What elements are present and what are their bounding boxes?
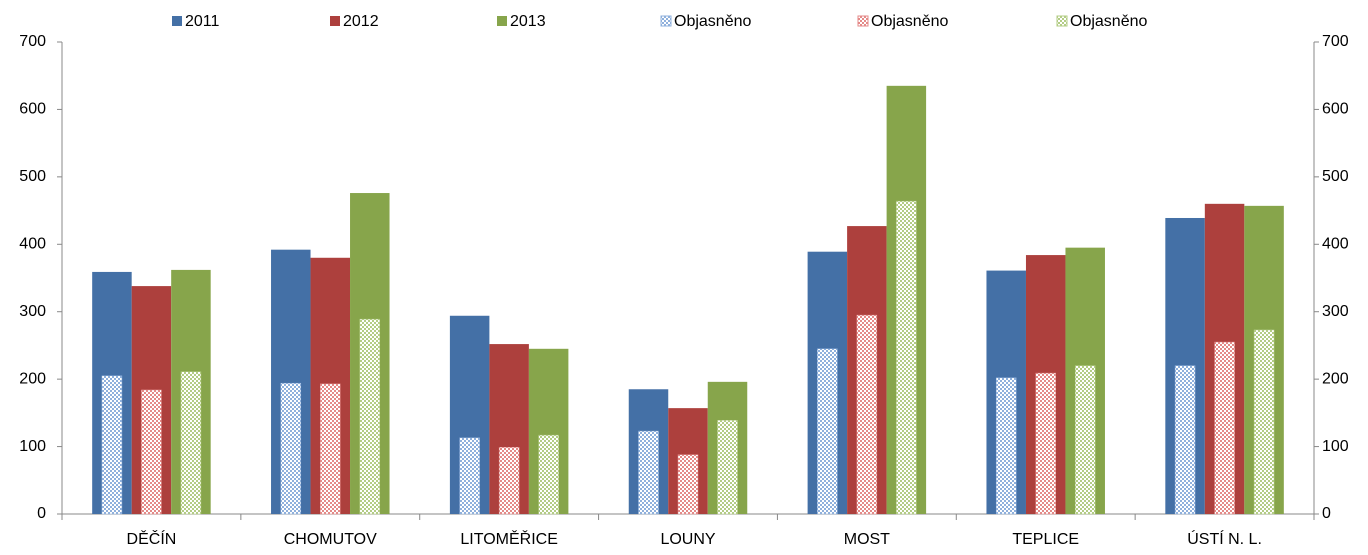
y2-tick-label: 0: [1322, 505, 1331, 522]
bar: [1214, 341, 1235, 515]
y2-tick-label: 400: [1322, 236, 1349, 253]
bar: [1174, 365, 1196, 515]
bar: [538, 434, 559, 515]
y2-tick-label: 700: [1322, 33, 1349, 50]
bar: [180, 371, 202, 515]
bar: [856, 314, 878, 515]
y2-tick-label: 500: [1322, 168, 1349, 185]
legend-label: Objasněno: [674, 13, 751, 30]
x-tick-label: MOST: [844, 531, 890, 548]
bar: [817, 348, 838, 515]
x-tick-label: CHOMUTOV: [284, 531, 377, 548]
legend-swatch: [660, 15, 672, 27]
legend-label: 2013: [510, 13, 546, 30]
x-tick-label: DĚČÍN: [127, 529, 177, 548]
bar: [1074, 365, 1096, 515]
legend-swatch: [172, 16, 182, 26]
bar: [141, 389, 162, 515]
y2-tick-label: 200: [1322, 370, 1349, 387]
bar: [101, 375, 123, 515]
legend-swatch: [497, 16, 507, 26]
legend-swatch: [1056, 15, 1068, 27]
y-tick-label: 300: [19, 303, 46, 320]
bar: [459, 437, 480, 515]
x-tick-label: ÚSTÍ N. L.: [1187, 529, 1262, 548]
y-tick-label: 700: [19, 33, 46, 50]
bar: [359, 318, 381, 515]
bar: [896, 200, 917, 515]
bar: [498, 446, 520, 515]
x-tick-label: LOUNY: [660, 531, 715, 548]
bar: [1253, 329, 1275, 515]
y-tick-label: 0: [37, 505, 46, 522]
bar: [677, 454, 699, 515]
x-tick-label: TEPLICE: [1012, 531, 1079, 548]
bar: [280, 382, 302, 515]
legend-swatch: [330, 16, 340, 26]
legend-label: Objasněno: [871, 13, 948, 30]
y-tick-label: 600: [19, 101, 46, 118]
legend-label: 2011: [185, 13, 220, 30]
bar: [995, 377, 1017, 515]
y-tick-label: 500: [19, 168, 46, 185]
bar: [320, 383, 341, 515]
bar: [638, 430, 659, 515]
legend-label: Objasněno: [1070, 13, 1147, 30]
y2-tick-label: 600: [1322, 101, 1349, 118]
bar: [717, 420, 738, 515]
legend-label: 2012: [343, 13, 379, 30]
y2-tick-label: 100: [1322, 438, 1349, 455]
y-tick-label: 200: [19, 370, 46, 387]
legend-swatch: [857, 15, 869, 27]
bar: [1035, 372, 1056, 515]
x-tick-label: LITOMĚŘICE: [460, 529, 558, 548]
y-tick-label: 400: [19, 236, 46, 253]
y-tick-label: 100: [19, 438, 46, 455]
y2-tick-label: 300: [1322, 303, 1349, 320]
